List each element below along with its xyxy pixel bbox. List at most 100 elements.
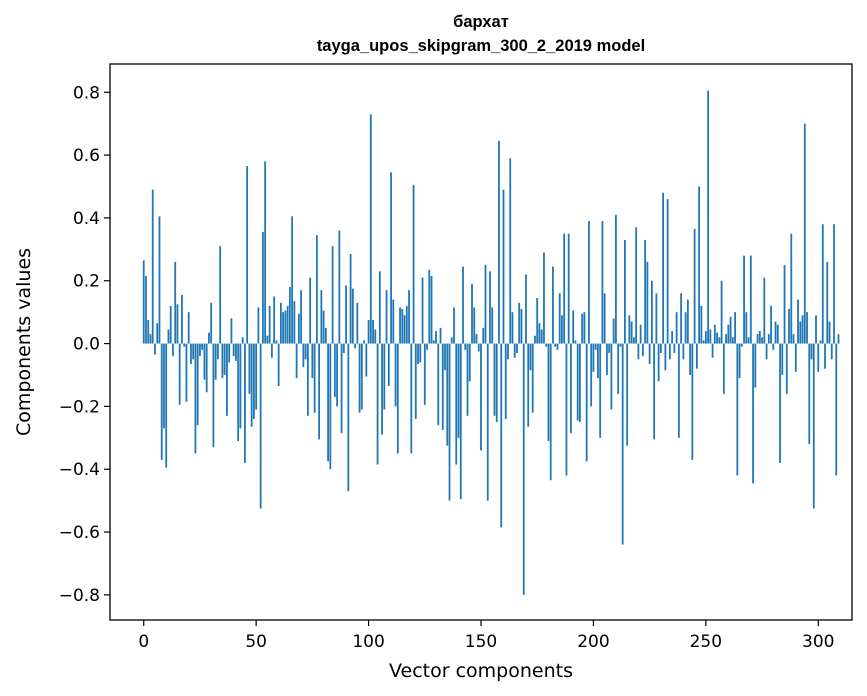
- bar-262: [731, 337, 734, 344]
- bar-95: [356, 302, 359, 344]
- bar-231: [662, 192, 665, 344]
- bar-211: [617, 343, 620, 394]
- bar-36: [223, 343, 226, 375]
- bar-204: [601, 221, 604, 344]
- bar-9: [163, 343, 165, 429]
- bar-257: [720, 280, 723, 344]
- bar-229: [657, 343, 660, 382]
- bar-163: [509, 158, 512, 344]
- bar-233: [666, 199, 669, 344]
- bar-92: [349, 254, 352, 344]
- bar-139: [455, 343, 458, 465]
- bar-283: [779, 343, 781, 463]
- bar-43: [239, 343, 242, 429]
- bar-300: [817, 343, 820, 372]
- y-tick-label: 0.2: [73, 272, 100, 292]
- bars-group: [142, 90, 840, 595]
- chart-subtitle: tayga_upos_skipgram_300_2_2019 model: [317, 37, 645, 55]
- y-tick-label: 0.4: [73, 209, 100, 229]
- y-tick-label: −0.8: [59, 586, 100, 606]
- bar-265: [738, 343, 741, 379]
- bar-69: [297, 313, 300, 344]
- bar-176: [538, 323, 541, 344]
- bar-180: [547, 343, 550, 441]
- x-tick-label: 150: [465, 632, 497, 652]
- bar-303: [824, 343, 826, 369]
- bar-66: [291, 216, 294, 344]
- bar-242: [686, 299, 689, 344]
- bar-133: [441, 343, 444, 430]
- bar-98: [363, 340, 365, 344]
- bar-228: [655, 293, 658, 344]
- bar-60: [277, 343, 280, 386]
- bar-4: [151, 189, 154, 344]
- bar-264: [736, 343, 739, 476]
- bar-127: [428, 269, 431, 344]
- bar-31: [212, 343, 215, 448]
- bar-277: [765, 343, 768, 360]
- bar-206: [606, 343, 608, 375]
- bar-97: [360, 343, 363, 410]
- bar-103: [374, 329, 377, 344]
- bar-196: [583, 312, 586, 344]
- bar-246: [695, 343, 698, 369]
- bar-73: [306, 343, 309, 416]
- bar-145: [468, 343, 471, 382]
- bar-302: [821, 224, 824, 344]
- bar-272: [754, 343, 757, 388]
- x-tick-label: 100: [352, 632, 384, 652]
- bar-118: [408, 290, 410, 344]
- bar-93: [351, 288, 354, 344]
- bar-177: [540, 329, 543, 344]
- bar-218: [633, 337, 635, 344]
- bar-298: [812, 343, 815, 509]
- y-axis-ticks: 0.8 0.6 0.4 0.2 0.0 −0.2 −0.4 −0.6 −0.8: [59, 83, 110, 606]
- bar-29: [208, 332, 210, 344]
- bar-144: [466, 343, 469, 416]
- bar-164: [511, 312, 514, 344]
- bar-119: [410, 343, 413, 454]
- bar-214: [624, 239, 626, 344]
- bar-251: [707, 90, 709, 344]
- bar-175: [536, 298, 539, 344]
- bar-22: [192, 343, 195, 360]
- bar-195: [581, 313, 584, 344]
- bar-209: [612, 318, 615, 344]
- bar-285: [783, 265, 786, 344]
- bar-30: [210, 302, 213, 344]
- bar-168: [520, 309, 523, 344]
- bar-39: [230, 318, 233, 344]
- bar-200: [592, 343, 595, 372]
- bar-27: [203, 343, 206, 380]
- bar-28: [205, 343, 208, 393]
- bar-149: [477, 343, 480, 352]
- bar-16: [178, 343, 181, 405]
- bar-278: [767, 334, 770, 344]
- bar-225: [648, 343, 651, 364]
- bar-254: [713, 324, 716, 344]
- bar-8: [160, 343, 163, 460]
- bar-80: [322, 310, 325, 344]
- bar-106: [381, 343, 383, 435]
- bar-26: [201, 343, 204, 350]
- bar-65: [288, 287, 291, 344]
- bar-159: [500, 343, 503, 528]
- bar-121: [414, 343, 417, 419]
- bar-247: [698, 186, 700, 344]
- bar-155: [491, 307, 494, 344]
- bar-15: [176, 304, 179, 344]
- bar-89: [342, 343, 345, 353]
- bar-280: [772, 343, 775, 350]
- bar-169: [522, 343, 525, 595]
- bar-146: [471, 283, 473, 344]
- bar-137: [450, 337, 453, 344]
- bar-140: [457, 343, 460, 438]
- bar-307: [833, 224, 835, 344]
- bar-191: [572, 310, 575, 344]
- bar-33: [217, 343, 219, 360]
- bar-2: [147, 320, 150, 344]
- bar-161: [504, 343, 507, 419]
- bar-75: [311, 343, 314, 379]
- bar-239: [680, 293, 683, 344]
- bar-76: [313, 343, 316, 413]
